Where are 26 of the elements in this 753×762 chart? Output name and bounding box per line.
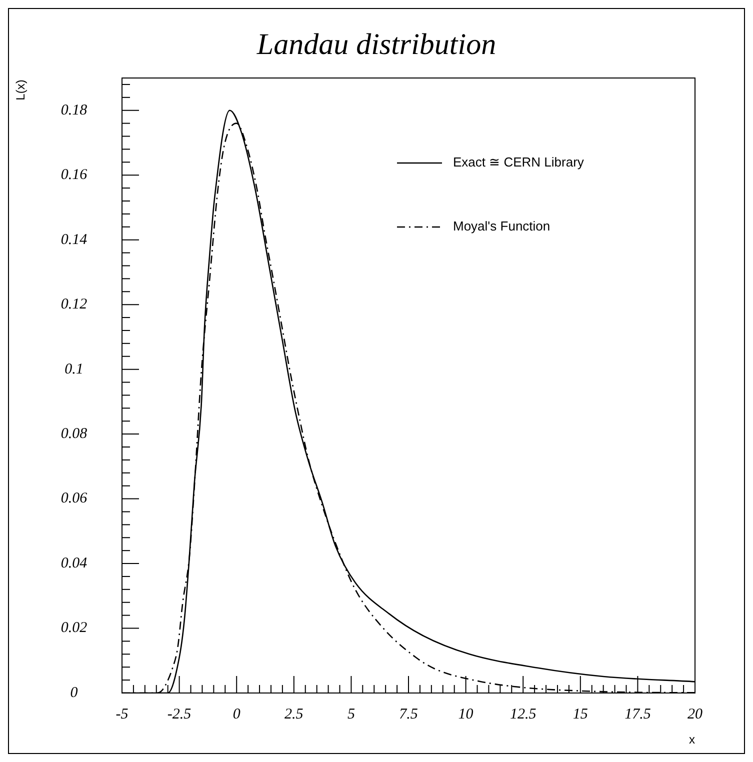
x-tick-label: 2.5 [284, 706, 304, 722]
x-tick-label: 10 [458, 706, 474, 722]
y-tick-label: 0.16 [60, 167, 88, 184]
x-tick-label: -2.5 [167, 706, 192, 722]
y-tick-label: 0.12 [60, 296, 88, 313]
chart-title: Landau distribution [256, 28, 496, 61]
legend-label: Moyal's Function [453, 218, 550, 234]
x-tick-label: 17.5 [624, 706, 652, 722]
x-tick-label: 15 [572, 706, 588, 722]
y-tick-label: 0.04 [60, 555, 88, 572]
x-tick-label: 5 [347, 706, 356, 722]
x-tick-label: -5 [116, 706, 129, 722]
x-tick-label: 7.5 [399, 706, 418, 722]
y-tick-label: 0.02 [60, 620, 88, 636]
y-tick-label: 0 [70, 684, 78, 701]
x-tick-label: 20 [688, 706, 703, 722]
y-tick-label: 0.14 [60, 232, 88, 248]
y-axis-title: L(x) [13, 80, 28, 100]
y-tick-label: 0.1 [64, 361, 84, 378]
x-tick-label: 12.5 [510, 706, 537, 722]
y-tick-label: 0.18 [60, 102, 88, 118]
x-tick-label: 0 [232, 706, 241, 722]
legend-label: Exact ≅ CERN Library [453, 154, 584, 170]
x-axis-title: x [689, 732, 695, 746]
y-tick-label: 0.08 [60, 426, 88, 442]
y-tick-label: 0.06 [60, 490, 88, 507]
